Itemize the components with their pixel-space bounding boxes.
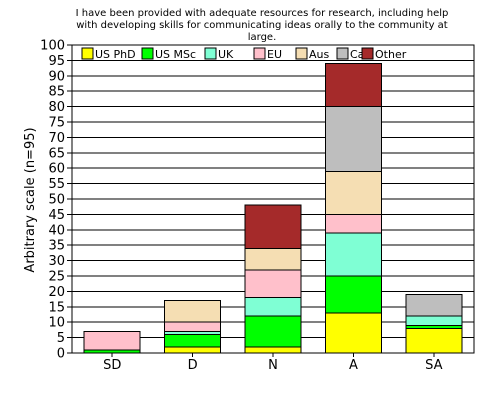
bar-segment-a-aus [324, 170, 382, 215]
bar-segment-d-eu [164, 321, 222, 332]
y-tick-label: 40 [48, 223, 65, 238]
legend-label: Aus [309, 48, 329, 61]
legend-item: US MSc [141, 47, 196, 61]
x-tick-label: A [349, 358, 358, 373]
bar-stack-sd [83, 330, 141, 354]
chart-title-line: large. [248, 32, 277, 43]
y-tick-labels: 0510152025303540455055606570758085909510… [40, 39, 65, 362]
axes [67, 44, 475, 357]
bar-segment-sd-eu [83, 330, 141, 351]
bar-segment-n-us-phd [244, 346, 302, 354]
y-tick-label: 30 [48, 254, 65, 269]
legend-swatch [253, 47, 266, 60]
y-tick-label: 90 [48, 69, 65, 84]
legend-label: EU [267, 48, 282, 61]
legend-item: EU [253, 47, 282, 61]
x-tick-label: SA [425, 358, 442, 373]
y-axis-label: Arbitrary scale (n=95) [23, 127, 38, 272]
legend: US PhD US MSc UK EU Aus Ca Other [81, 47, 407, 61]
plot-frame [71, 44, 475, 354]
y-tick-label: 65 [48, 146, 65, 161]
legend-item: Ca [336, 47, 364, 61]
y-tick-label: 45 [48, 208, 65, 223]
legend-item: Other [361, 47, 407, 61]
legend-label: Other [375, 48, 407, 61]
y-tick-label: 35 [48, 239, 65, 254]
legend-swatch [204, 47, 217, 60]
bar-segment-a-eu [324, 213, 382, 234]
bar-stack-a [324, 62, 382, 354]
x-tick-label: D [188, 358, 198, 373]
bar-segment-a-us-msc [324, 275, 382, 314]
bar-segment-n-other [244, 204, 302, 249]
x-tick-label: N [268, 358, 278, 373]
bar-segment-a-us-phd [324, 312, 382, 354]
bar-segment-a-other [324, 62, 382, 108]
legend-swatch [295, 47, 308, 60]
y-tick-label: 75 [48, 116, 65, 131]
y-tick-label: 100 [40, 39, 65, 54]
legend-swatch [81, 47, 94, 60]
bar-segment-a-ca [324, 106, 382, 172]
y-tick-label: 95 [48, 54, 65, 69]
bar-stack-n [244, 204, 302, 354]
bar-segment-n-eu [244, 269, 302, 299]
bar-segment-sa-us-phd [405, 327, 463, 354]
bar-segment-d-us-msc [164, 334, 222, 348]
y-tick-label: 10 [48, 316, 65, 331]
grid-lines [72, 44, 474, 354]
x-tick-labels: SD D N A SA [103, 358, 443, 373]
y-tick-label: 60 [48, 162, 65, 177]
x-tick-label: SD [103, 358, 121, 373]
legend-label: Ca [350, 48, 364, 61]
chart-title-line: with developing skills for communicating… [76, 20, 448, 31]
y-tick-label: 80 [48, 100, 65, 115]
y-tick-label: 85 [48, 85, 65, 100]
bar-segment-sa-ca [405, 293, 463, 317]
bar-segment-a-uk [324, 232, 382, 277]
legend-item: UK [204, 47, 234, 61]
bar-segment-d-us-phd [164, 346, 222, 354]
y-tick-label: 0 [57, 347, 65, 362]
bar-segment-n-uk [244, 297, 302, 317]
bar-segment-n-aus [244, 247, 302, 271]
y-tick-label: 5 [57, 331, 65, 346]
legend-label: US PhD [95, 48, 136, 61]
bar-segment-n-us-msc [244, 315, 302, 348]
chart-title: I have been provided with adequate resou… [76, 8, 449, 43]
legend-label: US MSc [155, 48, 196, 61]
y-tick-label: 50 [48, 193, 65, 208]
legend-swatch [141, 47, 154, 60]
legend-swatch [336, 47, 349, 60]
y-tick-label: 25 [48, 270, 65, 285]
bars [83, 62, 463, 354]
bar-segment-sa-uk [405, 315, 463, 326]
bar-segment-d-aus [164, 300, 222, 323]
legend-swatch [361, 47, 374, 60]
y-tick-label: 15 [48, 300, 65, 315]
bar-stack-d [164, 300, 222, 354]
chart-title-line: I have been provided with adequate resou… [76, 8, 449, 19]
y-tick-label: 70 [48, 131, 65, 146]
bar-stack-sa [405, 293, 463, 354]
legend-item: Aus [295, 47, 329, 61]
y-tick-label: 20 [48, 285, 65, 300]
legend-label: UK [218, 48, 234, 61]
legend-item: US PhD [81, 47, 136, 61]
y-tick-label: 55 [48, 177, 65, 192]
